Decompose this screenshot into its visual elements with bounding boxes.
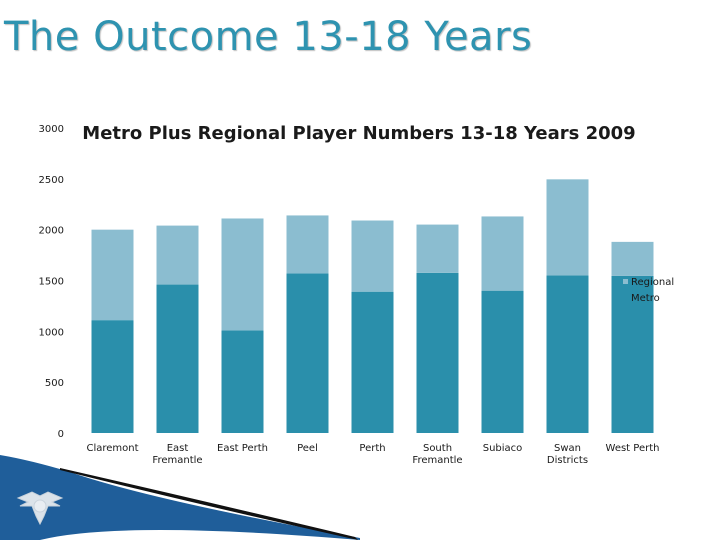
legend-label: Metro [631,293,660,304]
bars [91,179,654,433]
x-tick-label: Claremont [86,443,138,454]
y-tick-label: 1000 [39,327,64,338]
bar-regional [221,218,264,331]
bar-metro [416,272,459,433]
bar-metro [351,291,394,433]
x-tick-label: Subiaco [483,443,523,454]
bar-regional [611,241,654,276]
legend-swatch [623,279,628,284]
bar-regional [546,179,589,276]
y-tick-label: 2000 [39,226,64,237]
bar-regional [91,229,134,321]
bar-regional [156,225,199,285]
club-logo-emblem [16,491,64,526]
bar-metro [156,284,199,433]
x-tick-label: East [167,443,189,454]
y-tick-label: 0 [58,429,64,440]
bar-metro [546,275,589,433]
bar-metro [221,330,264,433]
bar-regional [481,216,524,291]
x-tick-label: Swan [554,443,581,454]
x-tick-label: Districts [547,455,588,466]
x-tick-label: East Perth [217,443,268,454]
bar-metro [481,290,524,433]
x-tick-label: West Perth [606,443,660,454]
y-axis: 0 500 1000 1500 2000 2500 3000 [39,124,64,440]
x-tick-label: Fremantle [152,455,202,466]
legend-swatch [623,295,628,300]
bar-regional [286,215,329,274]
x-tick-label: South [423,443,452,454]
decorative-swoosh [0,455,360,540]
chart-title: Metro Plus Regional Player Numbers 13-18… [82,123,635,144]
x-tick-label: Perth [359,443,385,454]
legend: Regional Metro [623,277,674,304]
x-tick-label: Peel [297,443,318,454]
x-tick-label: Fremantle [412,455,462,466]
bar-metro [91,320,134,433]
bar-regional [351,220,394,292]
bar-regional [416,224,459,273]
y-tick-label: 500 [45,378,64,389]
slide-title: The Outcome 13-18 Years [4,14,533,60]
y-tick-label: 1500 [39,277,64,288]
y-tick-label: 2500 [39,175,64,186]
legend-label: Regional [631,277,674,288]
decorative-swoosh-line [60,468,358,540]
bar-metro [611,275,654,433]
y-tick-label: 3000 [39,124,64,135]
bar-metro [286,273,329,433]
